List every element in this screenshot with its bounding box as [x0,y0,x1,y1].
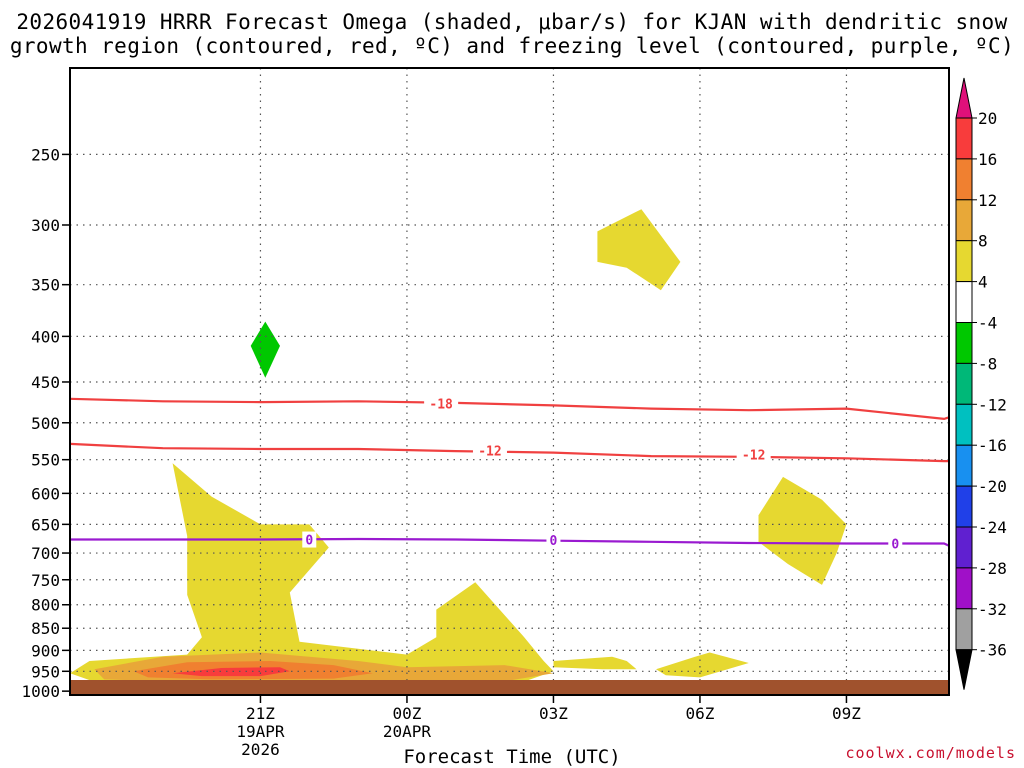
contour-label-bg-4 [546,532,561,549]
y-tick-label-800: 800 [31,596,60,615]
colorbar-bin-11 [955,567,973,610]
colorbar-label-10: -24 [978,518,1007,537]
omega-region-2 [656,652,749,678]
colorbar-bin-4 [955,281,973,324]
colorbar-label-6: -8 [978,354,997,373]
colorbar-bin-6 [955,362,973,405]
colorbar-bottom-arrow [955,649,973,690]
chart-title-line1: 2026041919 HRRR Forecast Omega (shaded, … [16,10,1008,34]
colorbar-bin-1 [955,158,973,201]
colorbar-label-8: -16 [978,436,1007,455]
x-tick-year-21Z: 2026 [241,740,280,759]
contour-label-bg-2 [736,446,771,463]
colorbar-label-5: -4 [978,314,997,333]
y-tick-label-350: 350 [31,276,60,295]
colorbar-bin-9 [955,485,973,528]
colorbar-top-arrow [955,77,973,119]
x-tick-label-21Z: 21Z [246,704,275,723]
contour-label-bg-0 [424,395,459,412]
x-tick-label-06Z: 06Z [685,704,714,723]
colorbar-bin-2 [955,199,973,242]
colorbar-label-13: -36 [978,641,1007,660]
colorbar-label-11: -28 [978,559,1007,578]
y-axis: 250 300 350 400 450 500 550 600 650 700 750 800 850 9… [21,145,70,701]
x-tick-label-09Z: 09Z [832,704,861,723]
colorbar-bin-8 [955,444,973,487]
chart-title-line2: growth region (contoured, red, ºC) and f… [9,34,1015,58]
grid-lines [70,68,949,695]
contour-label-bg-5 [888,535,903,552]
colorbar-label-7: -12 [978,395,1007,414]
contour-label-2: -12 [742,449,765,464]
omega-region-8 [250,321,280,378]
contour-label-bg-3 [302,531,317,548]
colorbar-bin-5 [955,322,973,364]
x-tick-label-03Z: 03Z [539,704,568,723]
y-tick-label-500: 500 [31,414,60,433]
ground-bar [70,680,949,695]
y-tick-label-950: 950 [31,662,60,681]
x-tick-date-21Z: 19APR [236,722,285,741]
omega-region-1 [553,656,637,670]
contour-label-0: -18 [429,398,453,413]
y-tick-label-850: 850 [31,619,60,638]
contour-line-0 [69,397,950,421]
contour-label-4: 0 [550,534,558,549]
y-tick-label-250: 250 [31,145,60,164]
contour-label-3: 0 [305,534,313,549]
contour-label-5: 0 [891,538,899,553]
colorbar-label-0: 20 [978,109,997,128]
colorbar-label-2: 12 [978,191,997,210]
colorbar-label-4: 4 [978,273,988,292]
contour-labels: -18 -12 -12 0 0 0 [302,395,903,553]
omega-shading [70,209,847,688]
plot-area: -18 -12 -12 0 0 0 [69,67,950,696]
y-tick-label-550: 550 [31,451,60,470]
colorbar-bin-12 [955,608,973,651]
colorbar-bin-7 [955,403,973,446]
y-tick-label-450: 450 [31,373,60,392]
y-tick-label-300: 300 [31,216,60,235]
y-tick-label-400: 400 [31,327,60,346]
y-tick-label-750: 750 [31,571,60,590]
x-tick-date-00Z: 20APR [383,722,432,741]
colorbar-label-12: -32 [978,600,1007,619]
omega-region-0 [70,463,554,688]
y-tick-label-650: 650 [31,515,60,534]
x-axis-title: Forecast Time (UTC) [403,746,621,768]
y-tick-label-600: 600 [31,484,60,503]
colorbar-bin-10 [955,526,973,569]
colorbar-label-1: 16 [978,150,997,169]
y-tick-label-700: 700 [31,544,60,563]
omega-region-4 [758,476,847,585]
colorbar-bin-3 [955,240,973,283]
colorbar-label-9: -20 [978,477,1007,496]
contour-label-1: -12 [478,444,501,459]
y-tick-label-900: 900 [31,641,60,660]
contour-line-1 [69,442,949,463]
x-tick-label-00Z: 00Z [392,704,421,723]
omega-region-3 [597,209,681,291]
colorbar-bin-0 [955,117,973,160]
y-tick-label-1000: 1000 [21,682,60,701]
colorbar: 20 16 12 8 4 -4 -8 -12 -16 -20 -24 -28 -32 -36 [955,77,1007,690]
site-credit: coolwx.com/models [845,744,1016,762]
colorbar-label-3: 8 [978,232,988,251]
contour-label-bg-1 [472,442,507,459]
